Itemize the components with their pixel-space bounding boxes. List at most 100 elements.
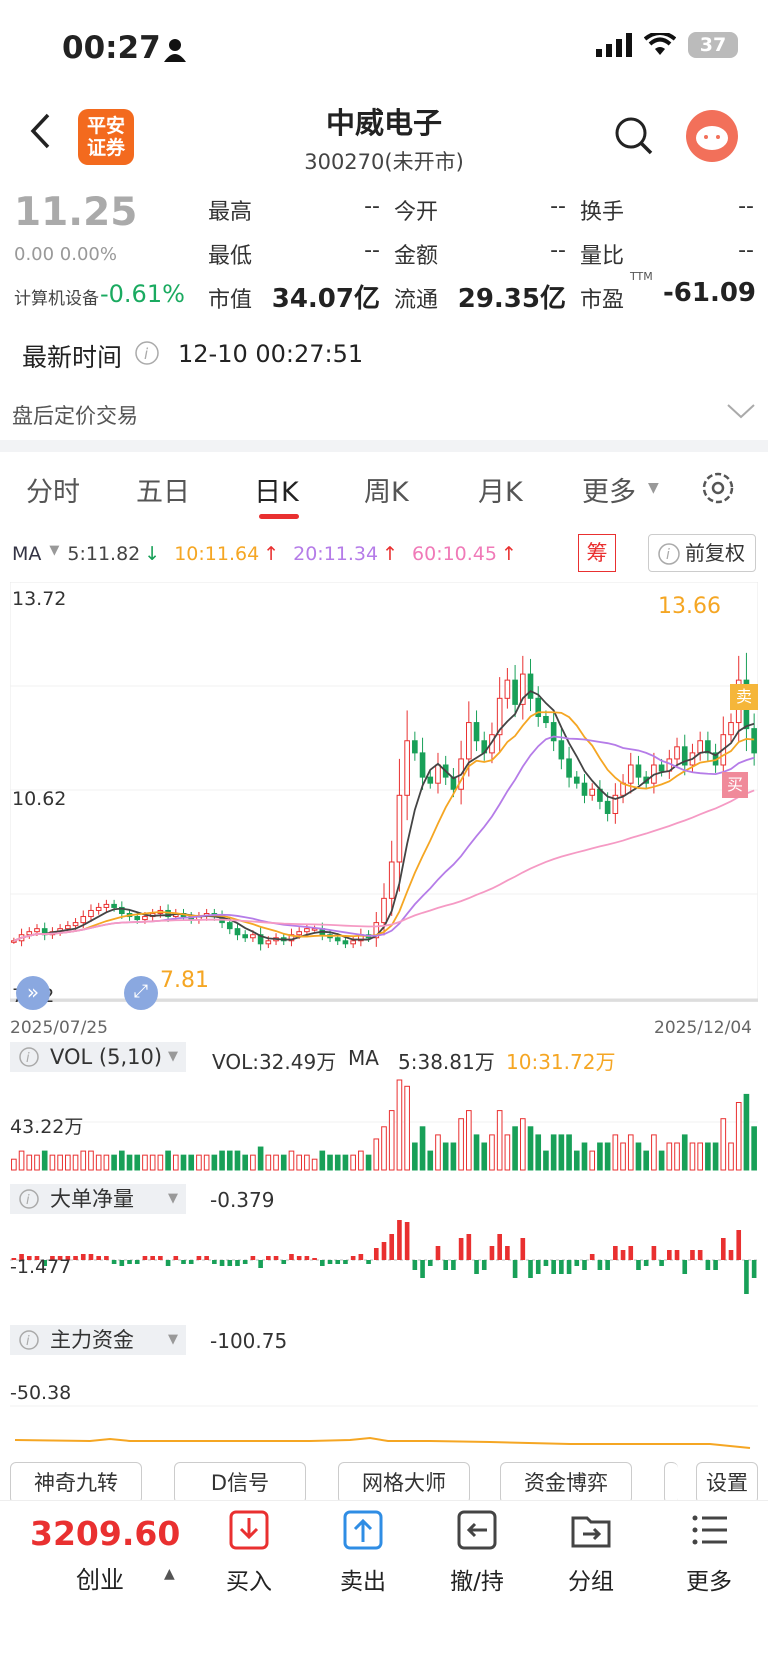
cancel-hold-button[interactable]: 撤/持 (432, 1508, 522, 1596)
group-icon (571, 1516, 611, 1548)
more-caret-icon[interactable]: ▼ (648, 480, 659, 496)
tool-d-signal[interactable]: D信号 (174, 1462, 306, 1504)
candle (234, 928, 241, 936)
volume-bar (273, 1154, 279, 1171)
volume-bar (288, 1150, 295, 1171)
status-time: 00:27 (62, 30, 161, 66)
candle (527, 673, 534, 699)
chip-distribution-button[interactable]: 筹 (578, 534, 616, 572)
tab-five-day[interactable]: 五日 (136, 477, 190, 508)
volume-bar (342, 1154, 349, 1171)
volume-indicator-select[interactable]: i VOL (5,10) ▼ (10, 1042, 186, 1072)
wifi-icon (644, 33, 676, 55)
candle (103, 903, 110, 908)
adjust-button[interactable]: i 前复权 (648, 534, 756, 572)
big-order-bar (11, 1258, 17, 1260)
candle (473, 722, 480, 742)
index-name[interactable]: 创业 (76, 1566, 124, 1594)
volume-chart[interactable] (10, 1074, 758, 1172)
candle (566, 758, 572, 778)
sell-marker[interactable]: 卖 (730, 684, 758, 710)
up-arrow-icon: ↑ (263, 543, 280, 565)
big-order-bar (728, 1250, 734, 1260)
tool-settings[interactable]: 设置 (696, 1462, 758, 1504)
big-order-bar (451, 1260, 456, 1270)
candle (65, 925, 71, 930)
ma60-line (13, 789, 755, 942)
tab-more[interactable]: 更多 (582, 477, 636, 508)
volume-bar (489, 1134, 495, 1171)
sector-change[interactable]: -0.61% (100, 280, 185, 308)
caret-up-icon[interactable]: ▲ (164, 1566, 175, 1582)
latest-time: 12-10 00:27:51 (178, 340, 364, 368)
big-order-bar (497, 1234, 502, 1260)
candle (581, 782, 588, 796)
sell-button[interactable]: 卖出 (318, 1508, 408, 1596)
main-fund-chart[interactable] (10, 1360, 758, 1456)
volume-bar (396, 1079, 403, 1171)
candle (250, 934, 256, 939)
volume-bar (265, 1154, 272, 1171)
volume-bar (226, 1150, 233, 1171)
buy-marker[interactable]: 买 (722, 772, 748, 798)
big-order-bar (273, 1256, 279, 1260)
back-icon[interactable] (28, 112, 52, 154)
big-order-bar (651, 1246, 657, 1260)
amount-label: 金额 (394, 244, 439, 269)
group-button[interactable]: 分组 (546, 1508, 636, 1596)
info-icon: i (19, 1189, 39, 1209)
ma5-value: 5:11.82 (67, 543, 141, 565)
candle (34, 928, 40, 933)
index-value[interactable]: 3209.60 (30, 1514, 181, 1553)
expand-left-icon[interactable]: » (16, 976, 50, 1010)
tab-daily-k[interactable]: 日K (254, 477, 299, 508)
avatar[interactable] (686, 110, 738, 162)
volume-bar (103, 1154, 110, 1171)
volume-bar (280, 1154, 287, 1171)
big-order-bar (181, 1260, 186, 1264)
big-order-bar (458, 1238, 464, 1260)
volume-bar (119, 1150, 125, 1171)
more-button[interactable]: 更多 (664, 1508, 754, 1596)
chevron-down-icon[interactable] (726, 402, 756, 424)
down-arrow-icon: ↓ (144, 543, 161, 565)
main-fund-axis-label: -50.38 (10, 1382, 72, 1404)
big-order-bar (443, 1260, 449, 1270)
tool-partial[interactable] (664, 1462, 678, 1504)
volume-bar (311, 1158, 318, 1171)
candle (134, 916, 141, 921)
low-label: 最低 (208, 244, 253, 269)
big-order-bar (50, 1256, 55, 1260)
big-order-indicator-select[interactable]: i 大单净量 ▼ (10, 1184, 186, 1214)
open-value: -- (550, 194, 566, 219)
ma10-value: 10:11.64 (174, 543, 260, 565)
big-order-bar (589, 1254, 595, 1260)
settings-icon[interactable] (700, 470, 736, 510)
volume-bar (481, 1142, 488, 1171)
search-icon[interactable] (614, 116, 654, 160)
tool-fund-game[interactable]: 资金博弈 (500, 1462, 632, 1504)
volume-bar (527, 1126, 534, 1171)
tab-fenshi[interactable]: 分时 (26, 477, 80, 508)
fullscreen-icon[interactable]: ⤢ (124, 976, 158, 1010)
big-order-bar (119, 1260, 125, 1266)
after-hours-trading[interactable]: 盘后定价交易 (12, 404, 138, 428)
ma-legend[interactable]: MA ▼ 5:11.82 ↓ 10:11.64 ↑ 20:11.34 ↑ 60:10.… (12, 543, 517, 565)
sector-label[interactable]: 计算机设备 (14, 289, 99, 309)
main-fund-indicator-select[interactable]: i 主力资金 ▼ (10, 1325, 186, 1355)
big-order-bar (404, 1222, 410, 1260)
info-icon[interactable]: i (134, 340, 160, 370)
svg-text:i: i (144, 345, 149, 363)
big-order-bar (350, 1256, 356, 1260)
tab-monthly-k[interactable]: 月K (478, 477, 523, 508)
tool-magic-nine[interactable]: 神奇九转 (10, 1462, 142, 1504)
buy-button[interactable]: 买入 (204, 1508, 294, 1596)
y-high-label: 13.72 (12, 588, 67, 610)
candle (404, 740, 410, 796)
candlestick-chart[interactable] (10, 582, 758, 1002)
amount-value: -- (550, 238, 566, 263)
tool-grid-master[interactable]: 网格大师 (338, 1462, 470, 1504)
float-value: 29.35亿 (457, 284, 566, 314)
tab-weekly-k[interactable]: 周K (364, 477, 409, 508)
big-order-chart[interactable] (10, 1216, 758, 1316)
